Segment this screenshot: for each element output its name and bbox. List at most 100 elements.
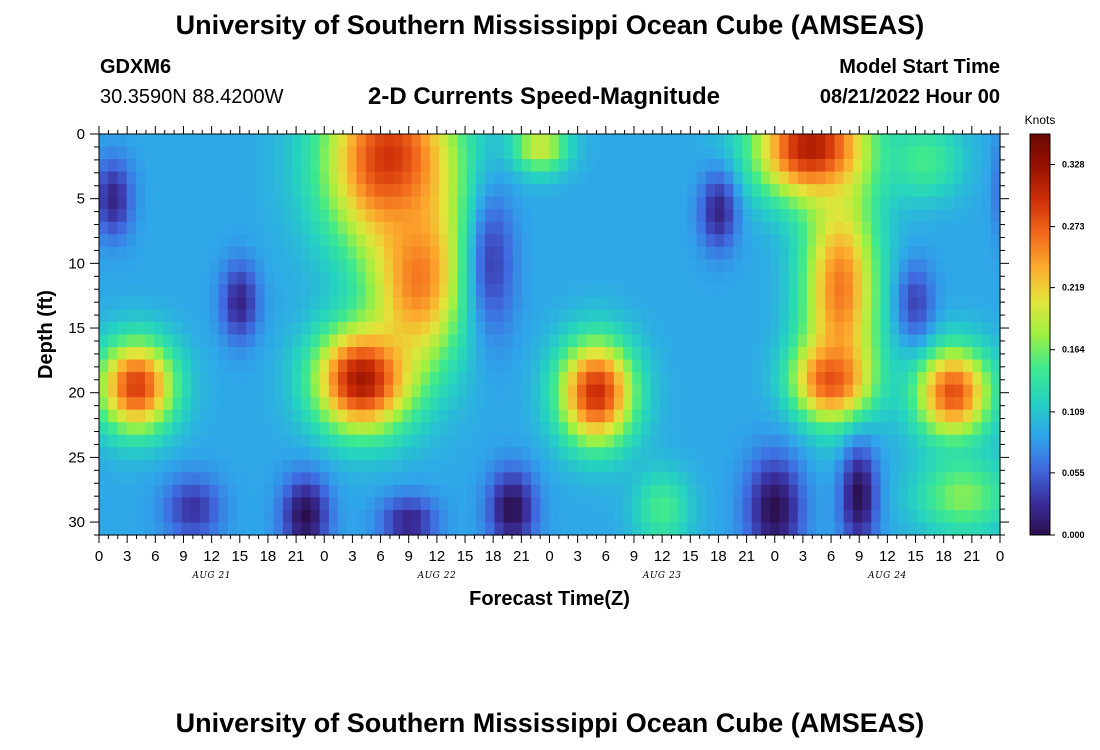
heat-cell: [227, 409, 238, 423]
heat-cell: [586, 209, 597, 223]
heat-cell: [770, 484, 780, 499]
heat-cell: [282, 347, 293, 361]
heat-cell: [218, 209, 229, 223]
heat-cell: [696, 522, 707, 536]
heat-cell: [108, 234, 118, 248]
heat-cell: [236, 171, 247, 185]
heat-cell: [898, 246, 909, 260]
heat-cell: [852, 434, 863, 448]
heat-cell: [650, 447, 661, 461]
heat-cell: [797, 434, 808, 448]
heat-cell: [420, 509, 431, 524]
heat-cell: [485, 447, 495, 461]
heat-cell: [292, 209, 302, 223]
heat-cell: [108, 259, 118, 273]
heat-cell: [328, 246, 339, 260]
heat-cell: [402, 321, 413, 336]
heat-cell: [439, 296, 449, 311]
heat-cell: [779, 359, 790, 373]
heat-cell: [898, 259, 909, 273]
heat-cell: [751, 146, 762, 160]
heat-cell: [770, 221, 780, 235]
heat-cell: [154, 397, 164, 411]
heat-cell: [908, 234, 918, 248]
heat-cell: [485, 484, 495, 499]
heat-cell: [613, 259, 624, 273]
heat-cell: [384, 347, 394, 361]
heat-cell: [99, 472, 109, 486]
x-tick-label: 12: [429, 548, 446, 565]
heat-cell: [512, 134, 523, 148]
heat-cell: [779, 171, 790, 185]
heat-cell: [135, 484, 146, 499]
heat-cell: [172, 271, 183, 285]
heat-cell: [246, 434, 256, 448]
heat-cell: [319, 384, 330, 398]
heat-cell: [420, 472, 431, 486]
heat-cell: [457, 284, 468, 298]
heat-cell: [935, 209, 946, 223]
heat-cell: [411, 347, 422, 361]
heat-cell: [577, 497, 587, 511]
heat-cell: [163, 171, 174, 185]
heat-cell: [512, 171, 523, 185]
heat-cell: [669, 409, 679, 423]
heat-cell: [604, 134, 615, 148]
heat-cell: [466, 347, 477, 361]
heat-cell: [540, 409, 551, 423]
heat-cell: [788, 497, 799, 511]
heat-cell: [154, 497, 164, 511]
heat-cell: [374, 497, 385, 511]
heat-cell: [393, 447, 403, 461]
heat-cell: [990, 246, 1001, 260]
heat-cell: [705, 184, 716, 198]
x-tick-label: 18: [935, 548, 952, 565]
heat-cell: [742, 296, 753, 311]
heat-cell: [687, 146, 698, 160]
heat-cell: [788, 359, 799, 373]
heat-cell: [779, 509, 790, 524]
heat-cell: [292, 159, 302, 173]
heat-cell: [457, 509, 468, 524]
heat-cell: [448, 246, 459, 260]
heat-cell: [604, 434, 615, 448]
heat-cell: [862, 397, 872, 411]
heat-cell: [880, 334, 891, 348]
heat-cell: [521, 472, 532, 486]
heat-cell: [347, 284, 358, 298]
heat-cell: [264, 347, 275, 361]
heat-cell: [567, 296, 578, 311]
heat-cell: [926, 447, 937, 461]
heat-cell: [871, 522, 882, 536]
heat-cell: [871, 359, 882, 373]
heat-cell: [209, 171, 220, 185]
heat-cell: [466, 334, 477, 348]
heat-cell: [540, 146, 551, 160]
heat-cell: [935, 409, 946, 423]
footer-title: University of Southern Mississippi Ocean…: [175, 708, 925, 738]
heat-cell: [200, 334, 210, 348]
heat-cell: [577, 309, 587, 323]
heat-cell: [384, 459, 394, 473]
heat-cell: [429, 321, 440, 336]
heat-cell: [981, 284, 992, 298]
heat-cell: [218, 321, 229, 336]
heat-cell: [650, 196, 661, 210]
heat-cell: [448, 334, 459, 348]
heat-cell: [411, 221, 422, 235]
heat-cell: [319, 409, 330, 423]
heat-cell: [705, 334, 716, 348]
heat-cell: [917, 271, 928, 285]
heat-cell: [429, 447, 440, 461]
heat-cell: [485, 497, 495, 511]
heat-cell: [972, 171, 983, 185]
heat-cell: [117, 184, 128, 198]
heat-cell: [981, 209, 992, 223]
heat-cell: [889, 146, 900, 160]
heat-cell: [365, 284, 376, 298]
heat-cell: [944, 434, 955, 448]
heat-cell: [531, 209, 541, 223]
heat-cell: [825, 397, 836, 411]
heat-cell: [779, 134, 790, 148]
